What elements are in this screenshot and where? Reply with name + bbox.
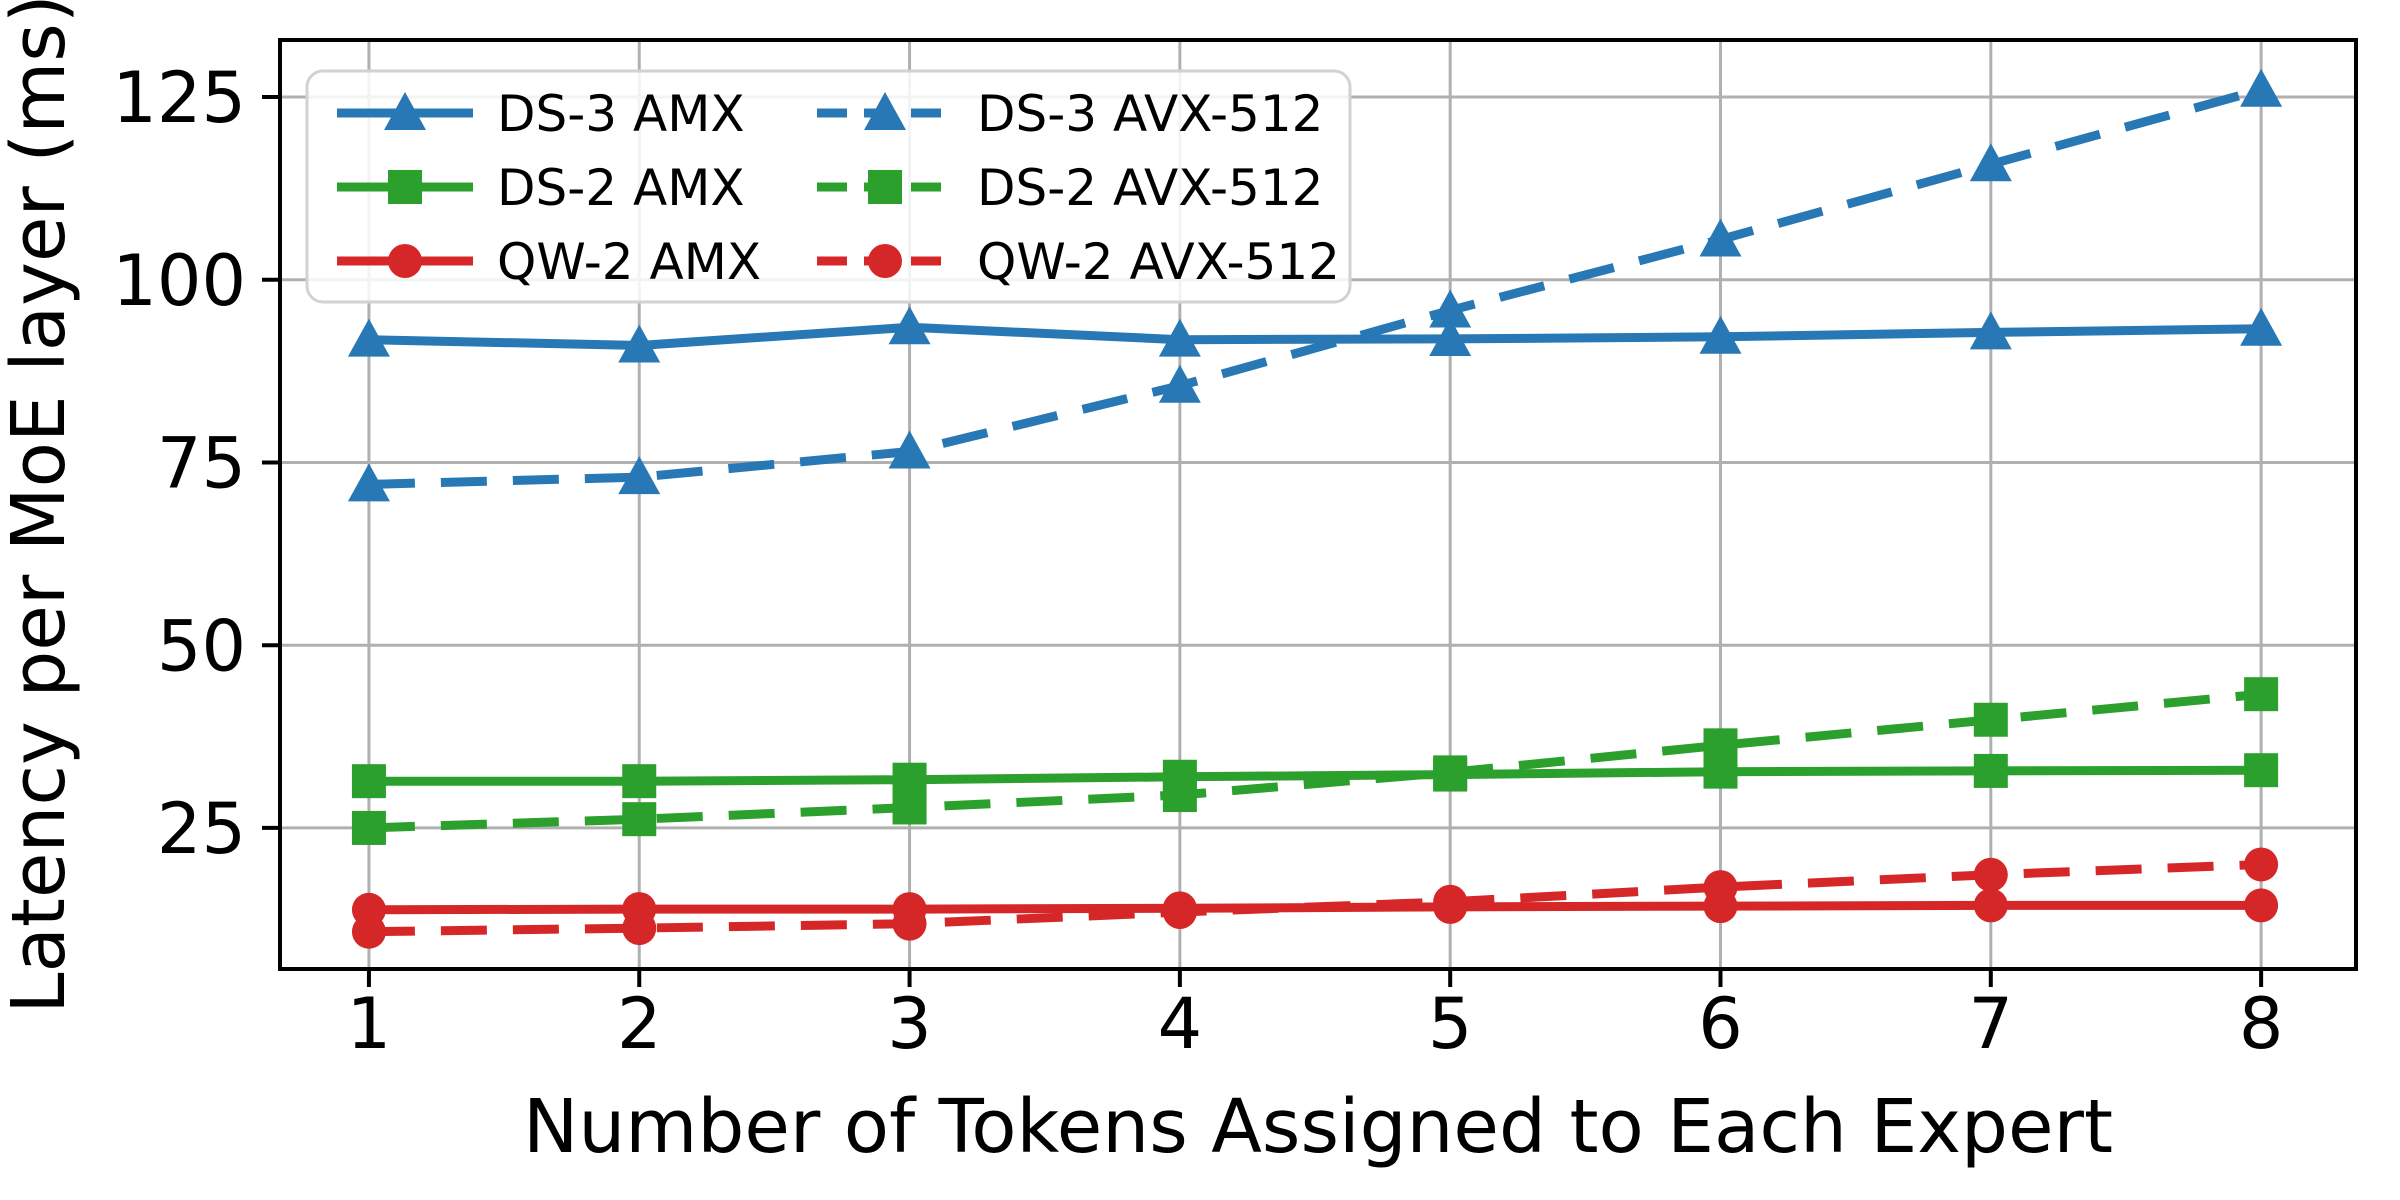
legend-marker-ds-2-amx <box>388 170 422 204</box>
x-axis-label: Number of Tokens Assigned to Each Expert <box>523 1084 2113 1170</box>
legend-marker-ds-3-avx-512 <box>864 92 906 130</box>
data-point-ds-3-avx-512-x6 <box>1699 218 1742 257</box>
legend-entry-qw-2-avx-512: QW-2 AVX-512 <box>817 233 1340 291</box>
legend-entry-ds-3-amx: DS-3 AMX <box>337 85 745 143</box>
plot-border <box>278 38 2358 971</box>
series-ds-2-avx-512 <box>351 677 2279 845</box>
legend-marker-ds-2-avx-512 <box>868 170 902 204</box>
legend: DS-3 AMX DS-2 AMX QW-2 AMX DS-3 AVX-512 DS-2… <box>305 69 1352 304</box>
series-line-ds-3-avx-512 <box>368 85 2263 489</box>
data-point-ds-3-amx-x3 <box>888 306 931 345</box>
series-ds-3-avx-512 <box>347 68 2283 502</box>
x-tick-label-5: 5 <box>1428 983 1473 1065</box>
data-point-ds-2-avx-512-x2 <box>622 802 657 837</box>
legend-entry-ds-2-avx-512: DS-2 AVX-512 <box>817 159 1323 217</box>
data-point-qw-2-avx-512-x2 <box>622 911 657 946</box>
x-tick-label-1: 1 <box>347 983 392 1065</box>
x-tick-label-3: 3 <box>887 983 932 1065</box>
x-tick-label-8: 8 <box>2239 983 2284 1065</box>
x-tick-label-4: 4 <box>1158 983 1203 1065</box>
data-point-ds-3-amx-x2 <box>618 324 661 363</box>
data-point-ds-3-avx-512-x5 <box>1429 289 1472 328</box>
data-point-qw-2-avx-512-x6 <box>1703 870 1738 905</box>
data-point-ds-3-avx-512-x8 <box>2240 68 2283 107</box>
series-qw-2-avx-512 <box>351 847 2279 949</box>
data-point-ds-2-amx-x8 <box>2244 753 2279 788</box>
data-point-ds-2-amx-x7 <box>1973 753 2008 788</box>
data-point-ds-3-amx-x6 <box>1699 315 1742 354</box>
legend-label-ds-2-amx: DS-2 AMX <box>497 159 745 217</box>
legend-entry-ds-3-avx-512: DS-3 AVX-512 <box>817 85 1323 143</box>
data-point-ds-3-avx-512-x3 <box>888 430 931 469</box>
data-point-ds-2-amx-x1 <box>351 764 386 799</box>
data-point-qw-2-avx-512-x8 <box>2244 847 2279 882</box>
data-point-qw-2-amx-x7 <box>1973 888 2008 923</box>
y-tick-label-25: 25 <box>157 788 246 870</box>
series-line-qw-2-avx-512 <box>368 860 2262 937</box>
data-point-ds-2-amx-x2 <box>622 764 657 799</box>
data-point-qw-2-avx-512-x1 <box>351 914 386 949</box>
y-tick-label-125: 125 <box>112 57 246 139</box>
data-point-ds-3-avx-512-x4 <box>1158 364 1201 403</box>
data-point-qw-2-avx-512-x4 <box>1162 894 1197 929</box>
data-point-ds-2-avx-512-x1 <box>351 810 386 845</box>
data-point-ds-2-avx-512-x5 <box>1433 755 1468 790</box>
legend-marker-qw-2-avx-512 <box>868 244 902 278</box>
x-tick-label-6: 6 <box>1698 983 1743 1065</box>
series-layer <box>347 68 2283 949</box>
data-point-ds-2-avx-512-x3 <box>892 790 927 825</box>
data-point-qw-2-avx-512-x5 <box>1433 884 1468 919</box>
y-tick-label-50: 50 <box>157 605 246 687</box>
y-tick-label-75: 75 <box>157 423 246 505</box>
legend-label-qw-2-avx-512: QW-2 AVX-512 <box>977 233 1340 291</box>
data-point-qw-2-avx-512-x3 <box>892 906 927 941</box>
y-tick-label-100: 100 <box>112 240 246 322</box>
data-point-ds-2-avx-512-x4 <box>1162 778 1197 813</box>
legend-label-ds-3-avx-512: DS-3 AVX-512 <box>977 85 1323 143</box>
tick-marks <box>262 95 2264 987</box>
data-point-qw-2-avx-512-x7 <box>1973 857 2008 892</box>
legend-label-ds-2-avx-512: DS-2 AVX-512 <box>977 159 1323 217</box>
legend-label-ds-3-amx: DS-3 AMX <box>497 85 745 143</box>
data-point-ds-3-amx-x7 <box>1969 311 2012 350</box>
legend-entry-qw-2-amx: QW-2 AMX <box>337 233 761 291</box>
series-ds-2-amx <box>351 753 2279 799</box>
data-point-ds-3-avx-512-x2 <box>618 456 661 495</box>
x-tick-label-7: 7 <box>1969 983 2014 1065</box>
series-ds-3-amx <box>347 306 2283 363</box>
y-axis-label: Latency per MoE layer (ms) <box>0 0 82 1014</box>
data-point-ds-2-avx-512-x7 <box>1973 702 2008 737</box>
data-point-qw-2-amx-x8 <box>2244 888 2279 923</box>
x-tick-label-2: 2 <box>617 983 662 1065</box>
data-point-ds-3-amx-x1 <box>347 318 390 357</box>
data-point-ds-2-avx-512-x8 <box>2244 677 2279 712</box>
data-point-ds-3-amx-x5 <box>1429 317 1472 356</box>
data-point-ds-3-amx-x4 <box>1158 318 1201 357</box>
series-line-ds-2-amx <box>368 765 2262 786</box>
legend-label-qw-2-amx: QW-2 AMX <box>497 233 761 291</box>
data-point-ds-3-amx-x8 <box>2240 307 2283 346</box>
tick-labels: 25 50 75 100 125 1 2 3 4 5 6 7 8 <box>112 57 2283 1065</box>
legend-marker-ds-3-amx <box>384 92 426 130</box>
data-point-ds-3-avx-512-x7 <box>1969 143 2012 182</box>
data-point-ds-3-avx-512-x1 <box>347 463 390 502</box>
series-line-ds-3-amx <box>368 322 2262 350</box>
data-point-ds-2-avx-512-x6 <box>1703 728 1738 763</box>
legend-marker-qw-2-amx <box>388 244 422 278</box>
series-line-ds-2-avx-512 <box>368 689 2262 833</box>
legend-entry-ds-2-amx: DS-2 AMX <box>337 159 745 217</box>
